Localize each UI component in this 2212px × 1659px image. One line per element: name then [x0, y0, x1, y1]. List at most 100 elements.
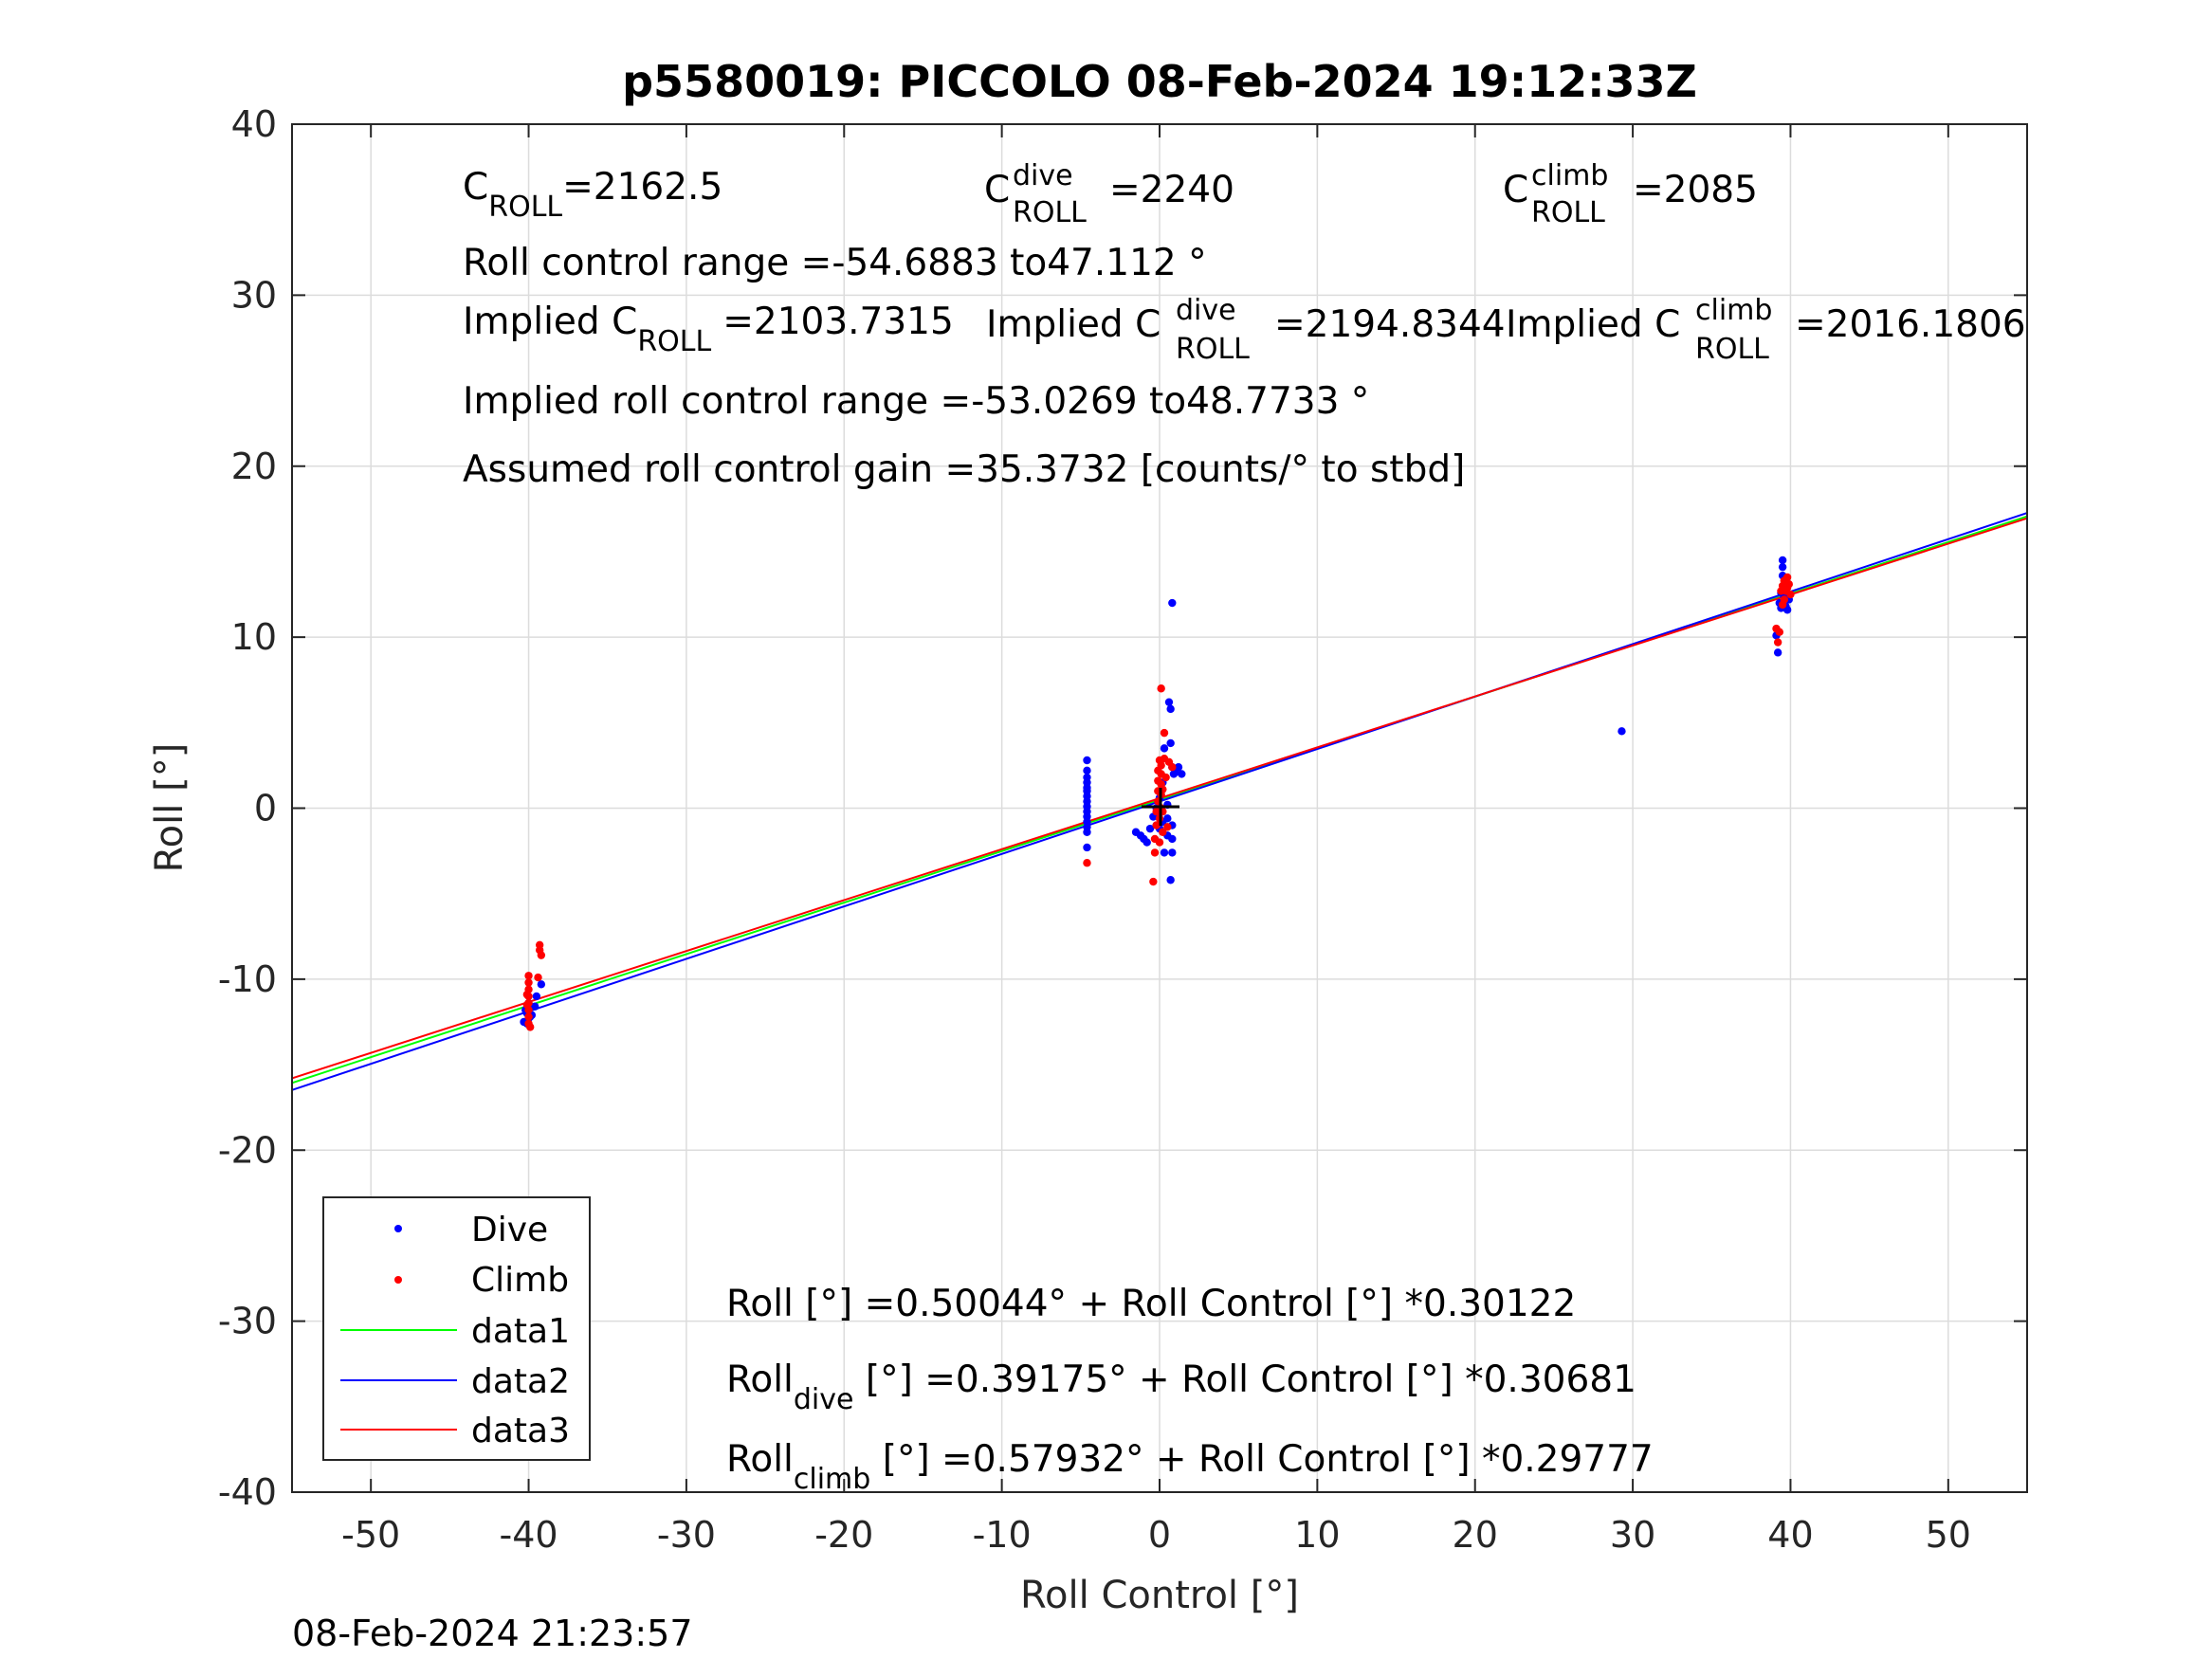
implied-c-roll-climb-value: =2016.1806 — [1795, 303, 2026, 346]
x-tick-label: 40 — [1767, 1514, 1813, 1556]
chart-title: p5580019: PICCOLO 08-Feb-2024 19:12:33Z — [622, 56, 1697, 107]
legend-climb-label: Climb — [471, 1261, 569, 1300]
implied-c-roll-dive-sub: ROLL — [1176, 333, 1250, 366]
dive-point — [1168, 834, 1177, 844]
dive-point — [1169, 770, 1179, 778]
implied-c-roll-dive-value: =2194.8344 — [1274, 303, 1506, 346]
climb-point — [524, 1012, 533, 1021]
implied-c-roll-climb-sub: ROLL — [1695, 333, 1769, 366]
dive-point — [1143, 838, 1151, 847]
c-roll-dive-value: =2240 — [1109, 169, 1234, 211]
climb-point — [537, 951, 546, 959]
x-tick-label: 10 — [1294, 1514, 1340, 1556]
dive-point — [1168, 598, 1177, 608]
dive-point — [1083, 756, 1091, 765]
climb-point — [1778, 600, 1787, 610]
dive-point — [1164, 698, 1174, 706]
dive-point — [532, 992, 541, 1001]
climb-point — [1083, 859, 1091, 867]
implied-c-roll: Implied CROLL =2103.7315 — [463, 301, 954, 358]
x-tick-label: -10 — [973, 1514, 1032, 1556]
x-tick-label: 0 — [1148, 1514, 1171, 1556]
x-tick-label: 50 — [1926, 1514, 1971, 1556]
legend-entry-data1: data1 — [340, 1312, 570, 1351]
legend-entry-dive: Dive — [394, 1211, 548, 1249]
legend-box — [322, 1196, 591, 1461]
dive-point — [1166, 738, 1175, 748]
legend-dive-label: Dive — [471, 1211, 548, 1249]
y-tick-label: 20 — [231, 446, 277, 487]
legend-entry-climb: Climb — [394, 1261, 569, 1300]
implied-c-roll-dive-sup: dive — [1176, 294, 1236, 327]
equation-dive: Rolldive [°] =0.39175° + Roll Control [°… — [726, 1358, 1636, 1416]
dive-point — [1174, 763, 1183, 772]
y-axis-label: Roll [°] — [148, 743, 192, 873]
c-roll-climb-sub: ROLL — [1531, 196, 1605, 229]
dive-point — [1168, 848, 1177, 857]
climb-point — [1157, 684, 1165, 693]
legend-dive-marker — [394, 1225, 402, 1232]
climb-point — [1784, 580, 1793, 589]
y-tick-label: -10 — [218, 958, 277, 1000]
climb-point — [1163, 823, 1172, 831]
c-roll-climb-value: =2085 — [1633, 169, 1758, 211]
series-climb — [522, 573, 1795, 1031]
legend-data3-label: data3 — [471, 1412, 570, 1450]
dive-point — [1166, 704, 1175, 714]
x-tick-label: -40 — [500, 1514, 558, 1556]
climb-point — [1157, 761, 1165, 770]
c-roll-annotation: CROLL=2162.5 — [463, 166, 722, 224]
dive-point — [1163, 814, 1172, 823]
legend-data1-label: data1 — [471, 1312, 570, 1351]
roll-control-range: Roll control range =-54.6883 to47.112 ° — [463, 242, 1207, 284]
c-roll-climb-sup: climb — [1531, 159, 1608, 192]
y-tick-label: -30 — [218, 1301, 277, 1342]
climb-point — [1168, 763, 1177, 772]
dive-point — [1160, 744, 1169, 753]
climb-point — [522, 990, 532, 999]
dive-point — [1782, 606, 1792, 614]
climb-point — [1159, 828, 1167, 836]
climb-point — [1786, 590, 1795, 599]
axis-ticks: -50 -40 -30 -20 -10 0 10 20 30 40 50 40 30 20 10 0 -10 -2… — [218, 103, 2027, 1556]
climb-point — [1149, 877, 1158, 886]
dive-point — [537, 980, 546, 989]
x-tick-label: 20 — [1453, 1514, 1498, 1556]
y-tick-label: -40 — [218, 1471, 277, 1513]
equation-all: Roll [°] =0.50044° + Roll Control [°] *0… — [726, 1283, 1576, 1325]
implied-roll-control-range: Implied roll control range =-53.0269 to4… — [463, 380, 1369, 423]
c-roll-dive-sub: ROLL — [1013, 196, 1087, 229]
dive-point — [1618, 727, 1626, 736]
x-axis-label: Roll Control [°] — [1020, 1574, 1299, 1617]
climb-point — [524, 978, 533, 987]
dive-point — [1178, 770, 1186, 778]
dive-point — [1778, 562, 1787, 572]
climb-point — [1160, 728, 1169, 738]
y-tick-label: 40 — [231, 103, 277, 145]
roll-control-gain: Assumed roll control gain =35.3732 [coun… — [463, 448, 1465, 491]
legend-entry-data2: data2 — [340, 1362, 570, 1401]
dive-point — [1160, 848, 1169, 857]
origin-cross-marker — [1142, 788, 1179, 826]
climb-point — [524, 972, 533, 980]
x-tick-label: -30 — [657, 1514, 716, 1556]
legend-climb-marker — [394, 1276, 402, 1284]
dive-point — [1773, 648, 1782, 657]
dive-point — [1778, 556, 1787, 565]
equation-climb: Rollclimb [°] =0.57932° + Roll Control [… — [726, 1438, 1654, 1496]
climb-point — [1773, 638, 1782, 647]
x-tick-label: -50 — [341, 1514, 400, 1556]
implied-c-roll-climb: Implied C — [1506, 303, 1680, 346]
y-tick-label: 10 — [231, 616, 277, 658]
climb-point — [1782, 573, 1792, 582]
dive-point — [1083, 766, 1091, 775]
y-tick-label: 30 — [231, 274, 277, 316]
climb-point — [534, 973, 542, 982]
climb-point — [1152, 821, 1161, 830]
climb-point — [1161, 773, 1170, 782]
dive-point — [1145, 824, 1155, 833]
c-roll-climb-annotation: C — [1503, 169, 1528, 211]
legend-data2-label: data2 — [471, 1362, 570, 1401]
data-points — [520, 556, 1795, 1031]
